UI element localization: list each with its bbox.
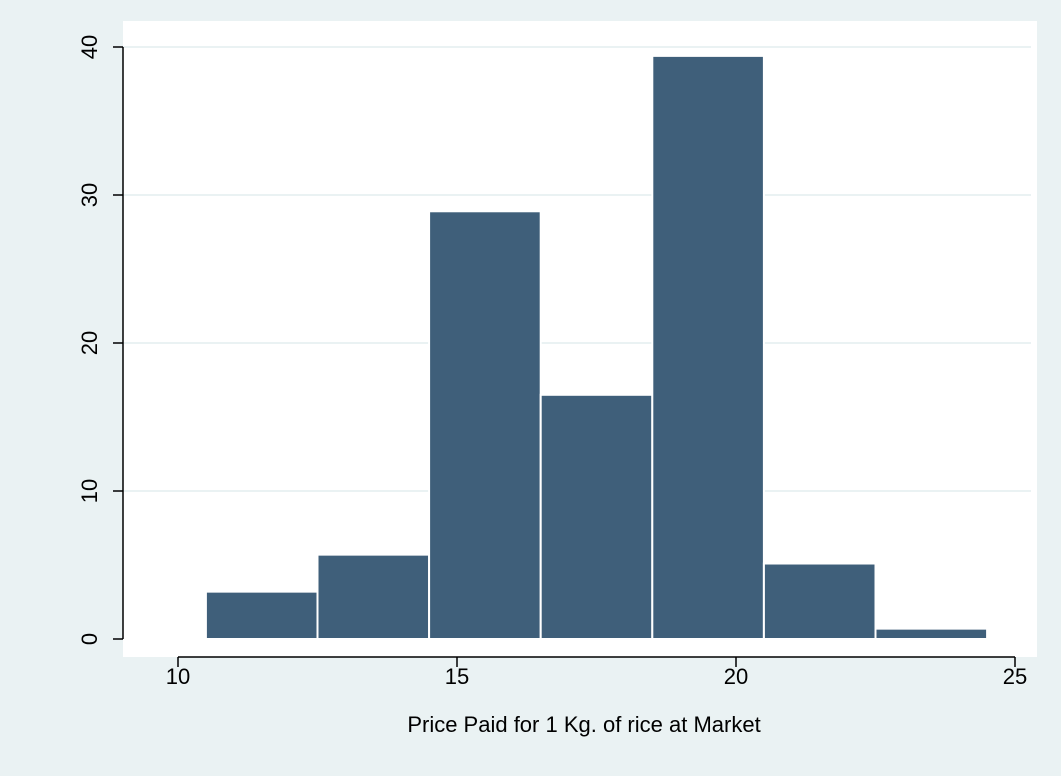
x-axis-label: Price Paid for 1 Kg. of rice at Market (407, 712, 760, 737)
y-tick-label: 20 (77, 331, 102, 355)
y-tick-label: 30 (77, 183, 102, 207)
histogram-bar-6 (762, 562, 877, 641)
y-tick-label: 0 (77, 633, 102, 645)
y-tick-label: 40 (77, 35, 102, 59)
axes: 0 10 20 30 40 10 15 20 25 (77, 35, 1027, 689)
y-tick-label: 10 (77, 479, 102, 503)
x-tick-label: 25 (1003, 664, 1027, 689)
histogram-bar-3 (428, 210, 542, 640)
histogram-bar-1 (204, 590, 319, 641)
histogram-bar-7 (874, 627, 989, 641)
histogram-bar-2 (316, 553, 431, 641)
histogram-bar-4 (539, 393, 654, 640)
x-tick-label: 10 (166, 664, 190, 689)
x-tick-label: 15 (445, 664, 469, 689)
histogram-bar-5 (651, 54, 765, 640)
x-tick-label: 20 (724, 664, 748, 689)
histogram-bars (204, 54, 989, 641)
